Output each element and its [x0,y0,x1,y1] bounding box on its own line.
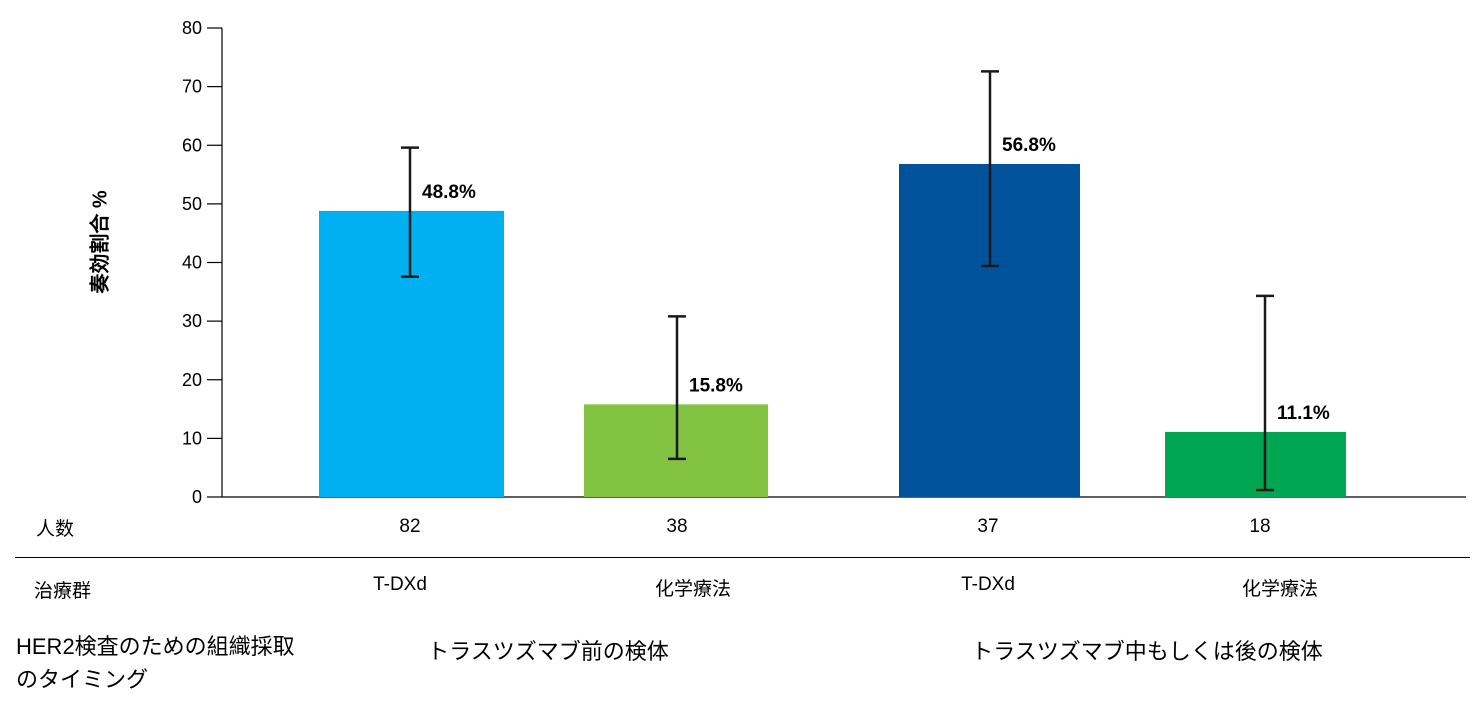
treatment-row-label: 治療群 [34,581,92,602]
group-label: トラスツズマブ前の検体 [427,639,669,664]
y-tick-label: 70 [182,77,202,97]
value-labels: 48.8% 15.8% 56.8% 11.1% [422,135,1330,424]
n-row-label: 人数 [36,519,75,540]
y-tick-label: 40 [182,253,202,273]
y-tick-label: 10 [182,428,202,448]
treatment-value: 化学療法 [1241,579,1319,600]
treatment-value: T-DXd [373,574,427,595]
n-value: 82 [399,516,421,537]
group-label: トラスツズマブ中もしくは後の検体 [971,639,1323,664]
y-tick-label: 60 [182,135,202,155]
n-value: 18 [1249,516,1271,537]
value-label: 56.8% [1002,135,1056,156]
y-tick-label: 30 [182,311,202,331]
y-tick-label: 80 [182,18,202,38]
y-tick-label: 0 [192,487,202,507]
bar [1165,431,1346,497]
treatment-value: T-DXd [961,574,1015,595]
value-label: 11.1% [1277,403,1330,424]
timing-label: HER2検査のための組織採取 のタイミング [16,634,295,692]
bar [319,210,504,497]
value-label: 48.8% [422,182,476,203]
n-value: 37 [977,516,999,537]
y-axis-label: 奏効割合 % [89,190,112,294]
bars [319,164,1346,497]
table-divider [15,557,1470,558]
n-value: 38 [666,516,688,537]
y-tick-label: 50 [182,194,202,214]
y-tick-label: 20 [182,370,202,390]
error-bars [401,70,1274,492]
value-label: 15.8% [689,375,743,396]
treatment-value: 化学療法 [654,579,732,600]
y-axis-ticks: 0 10 20 30 40 50 60 70 80 [182,18,222,507]
